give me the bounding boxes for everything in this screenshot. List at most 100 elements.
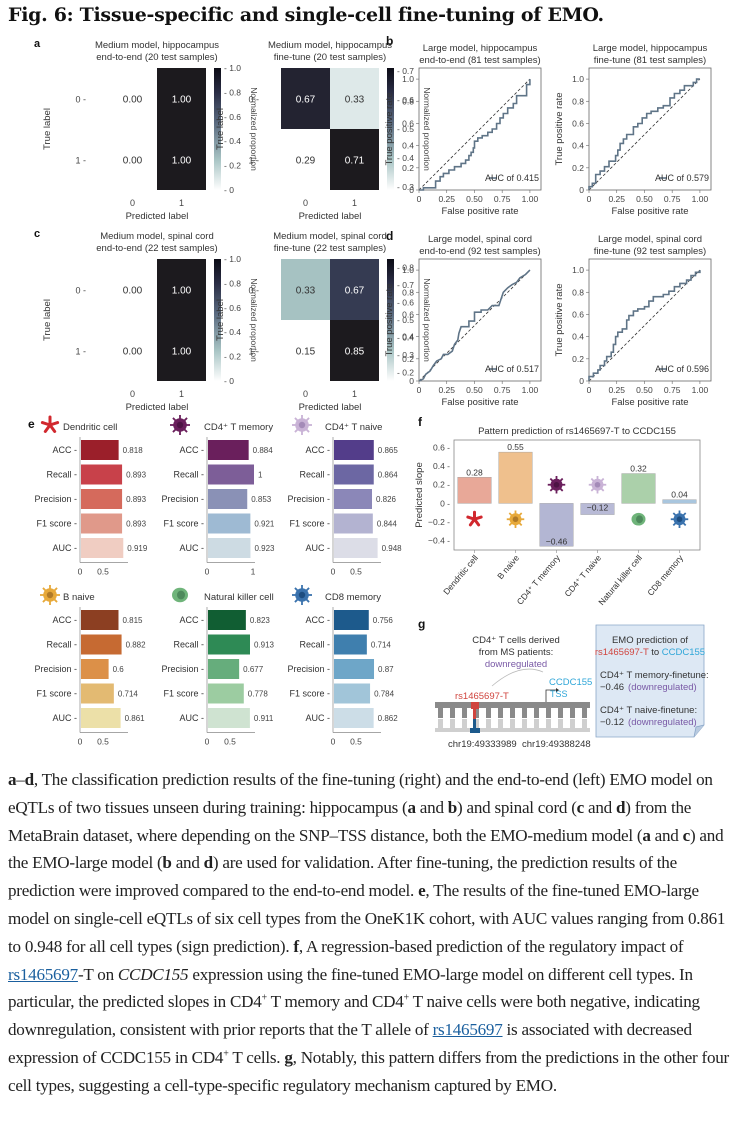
metric-bar <box>208 634 250 655</box>
chart-title-line1: Medium model, spinal cord <box>100 231 214 242</box>
metric-bar <box>81 683 114 704</box>
y-tick-label: 1 - <box>248 347 259 357</box>
metric-value: 0.919 <box>127 544 148 553</box>
dna-rung-top <box>546 708 551 718</box>
metric-value: 0.815 <box>122 616 143 625</box>
y-tick-label: 0.2 <box>572 354 584 364</box>
metric-value: 1 <box>258 471 263 480</box>
caption-text: and <box>415 797 448 817</box>
colorbar-tick-label: - 0.3 <box>397 182 414 192</box>
heatmap-cell-label: 0.00 <box>123 286 143 297</box>
colorbar-tick-label: - 0.2 <box>224 352 241 362</box>
snp-marker-red <box>473 709 476 719</box>
box-naive-line: −0.12 (downregulated) <box>600 717 697 728</box>
plot-frame <box>453 439 701 551</box>
metric-bar <box>208 683 244 704</box>
cell-type-metrics-bars: Dendritic cell ACC - 0.818 Recall - 0.893 Pre… <box>34 415 402 747</box>
metric-label: Recall - <box>299 640 330 650</box>
x-tick-label: 0.75 <box>494 385 511 395</box>
b-naive-icon <box>512 516 519 523</box>
slope-value-label: −0.12 <box>587 503 609 513</box>
metric-bar <box>208 440 249 460</box>
panel-label-e: e <box>28 417 35 431</box>
heatmap-cell <box>108 320 157 381</box>
heatmap-cell-label: 0.85 <box>345 347 365 358</box>
metric-bar <box>208 659 240 679</box>
metric-label: Recall - <box>299 470 330 480</box>
y-tick-label: 0.6 <box>572 118 584 128</box>
metric-bar <box>334 708 374 728</box>
y-tick-label: 0.4 <box>572 141 584 151</box>
g-annotation-line-2: from MS patients: <box>479 647 553 658</box>
caption-text: , The classification prediction results … <box>8 770 713 817</box>
panel-label-f: f <box>418 415 423 429</box>
metric-value: 0.826 <box>376 495 397 504</box>
slope-bar <box>621 473 656 504</box>
snp-marker-bottom <box>470 728 480 733</box>
y-tick-label: 0.2 <box>572 163 584 173</box>
legend-label: AUC of 0.415 <box>485 173 539 183</box>
chart-title-line2: end-to-end (92 test samples) <box>419 246 540 257</box>
x-axis-label: False positive rate <box>441 206 518 217</box>
x-axis-label: Predicted label <box>299 211 362 222</box>
heatmap-cell <box>281 320 330 381</box>
metric-label: F1 score - <box>36 689 77 699</box>
y-tick-label: 0.2 <box>402 354 414 364</box>
dna-rung-bottom <box>534 719 539 728</box>
colorbar-label: Normalized proportion <box>249 278 259 362</box>
cell-metrics-panel: Natural killer cell ACC - 0.823 Recall - 0.9… <box>161 587 275 747</box>
metric-label: Precision - <box>287 494 330 504</box>
x-axis-label: Predicted label <box>126 211 189 222</box>
metric-bar <box>334 538 378 558</box>
cell-metrics-panel: CD4⁺ T memory ACC - 0.884 Recall - 1 Precisio… <box>161 415 275 577</box>
x-tick-label: 0 <box>417 385 422 395</box>
x-tick-label: 0.5 <box>224 737 236 747</box>
g-annotation-status: downregulated <box>485 659 547 670</box>
x-tick-label: 1.00 <box>692 385 709 395</box>
x-tick-label: 0 <box>331 567 336 577</box>
metric-bar <box>334 513 373 534</box>
x-tick-label: 1 <box>352 198 357 208</box>
colorbar-tick-label: - 0.8 <box>397 263 414 273</box>
metric-value: 0.756 <box>373 616 394 625</box>
rs1465697-link-2[interactable]: rs1465697 <box>432 1020 503 1040</box>
chart-title-line2: fine-tune (20 test samples) <box>274 52 386 63</box>
metric-bar <box>81 464 123 485</box>
cd4-t-naive-icon <box>298 421 306 429</box>
y-tick-label: 0 <box>409 185 414 195</box>
metric-label: Precision - <box>34 664 77 674</box>
predicted-slope-bar-chart: Pattern prediction of rs1465697-T to CCD… <box>414 426 701 607</box>
y-axis-label: True label <box>42 299 53 341</box>
metric-label: F1 score - <box>163 519 204 529</box>
rs1465697-link[interactable]: rs1465697 <box>8 964 78 984</box>
caption-label-a: a <box>8 770 17 789</box>
snp-marker-blue <box>473 719 476 729</box>
heatmap-cell-label: 1.00 <box>172 347 192 358</box>
metric-value: 0.818 <box>123 446 144 455</box>
x-tick-label: 1 <box>352 389 357 399</box>
x-tick-label: Natural killer cell <box>596 553 644 607</box>
y-tick-label: 1 - <box>75 156 86 166</box>
metric-label: F1 score - <box>36 519 77 529</box>
caption-label-f: f <box>293 936 299 956</box>
y-tick-label: −0.2 - <box>428 517 450 527</box>
box-naive-value: −0.12 <box>600 717 624 728</box>
colorbar-tick-label: - 0.8 <box>224 278 241 288</box>
box-gene: CCDC155 <box>662 647 705 658</box>
caption-text: ) and the EMO-large model ( <box>8 825 724 873</box>
colorbar-tick-label: - 0.4 <box>224 136 241 146</box>
cell-metrics-panel: Dendritic cell ACC - 0.818 Recall - 0.893 Pre… <box>34 415 148 577</box>
metric-bar <box>208 538 251 558</box>
natural-killer-cell-icon <box>636 515 643 524</box>
x-axis-label: False positive rate <box>441 397 518 408</box>
plot-frame <box>418 258 542 382</box>
tss-label: TSS <box>550 689 568 699</box>
colorbar-tick-label: - 0.4 <box>397 153 414 163</box>
heatmap-cell <box>330 129 379 190</box>
cd4-t-memory-icon <box>176 421 184 429</box>
x-tick-label: 1.00 <box>522 194 539 204</box>
